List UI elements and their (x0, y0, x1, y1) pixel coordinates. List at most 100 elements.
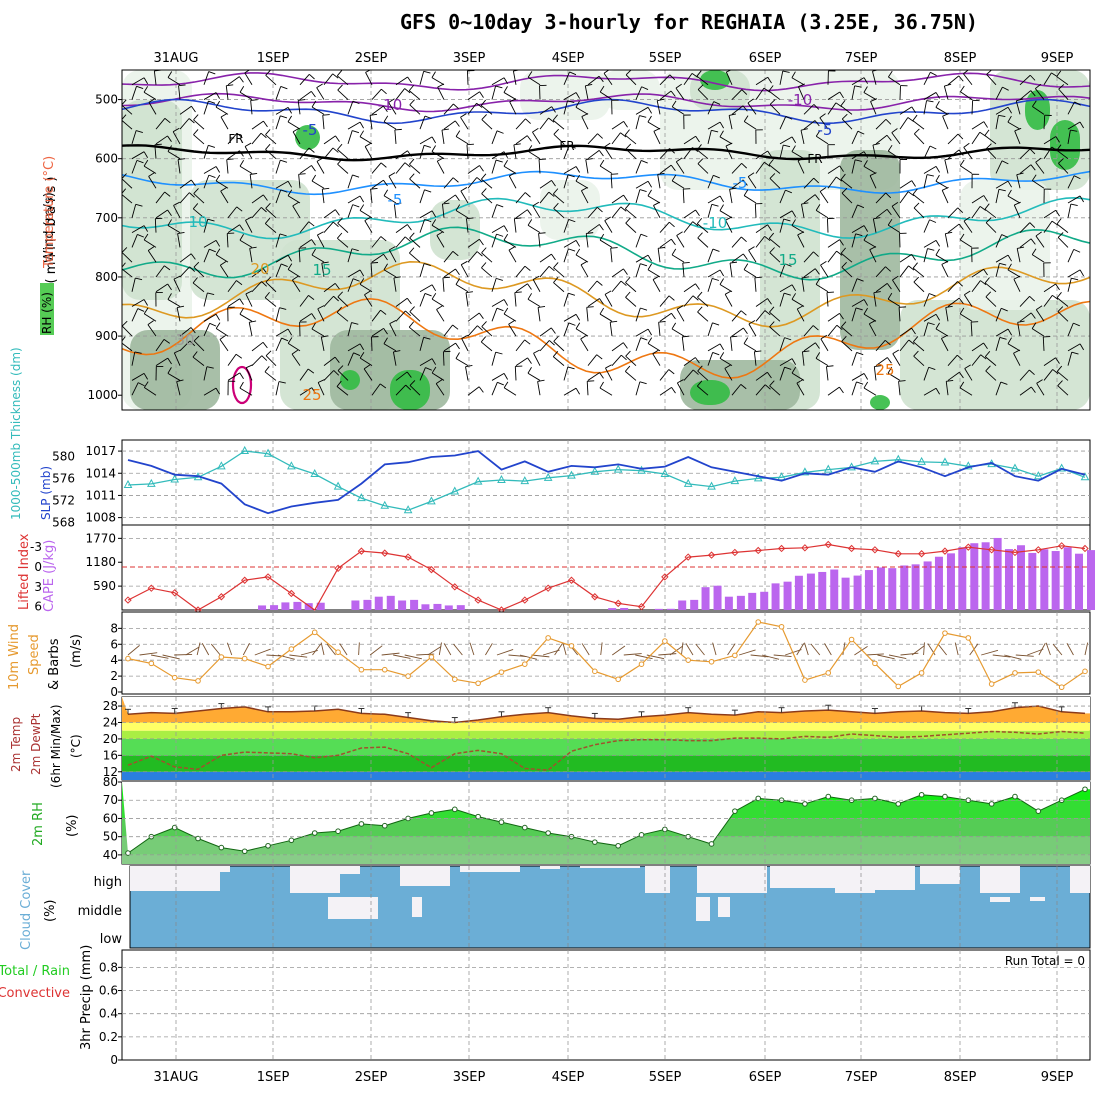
wind-barb-flag (262, 342, 268, 349)
wind-barb-flag (193, 129, 199, 136)
wind-barb (599, 313, 613, 322)
wind-barb (393, 277, 397, 292)
wind-barb-flag (1079, 343, 1085, 351)
wind-barb-flag (873, 217, 881, 220)
wind-barb (173, 352, 181, 366)
ylabel-cape: CAPE (J/kg) (42, 540, 57, 612)
wind-barb-flag (581, 113, 589, 117)
wind-barb (791, 77, 805, 86)
wind-barb-flag (135, 277, 143, 281)
tick-label: 0 (110, 685, 118, 699)
cape-bars (258, 537, 1095, 610)
wind-barb-flag (840, 247, 846, 254)
wind-barb-10m (174, 653, 193, 656)
wind-barb (539, 117, 549, 130)
wind-barb-flag (855, 159, 863, 162)
wind-barb-flag (437, 83, 445, 88)
wind-barb (131, 299, 145, 307)
wind-barb (316, 161, 325, 174)
wind-barb (431, 298, 445, 307)
lifted-index-point (964, 543, 973, 551)
wind-barb (365, 72, 373, 85)
wind-barb (604, 220, 613, 233)
wind-barb (755, 87, 765, 100)
wind-barb (675, 161, 685, 174)
wind-barb (298, 174, 301, 189)
wind-barb-flag (455, 130, 461, 137)
wind-barb-flag (791, 358, 797, 365)
wind-barb (192, 282, 205, 293)
wind-barb (947, 281, 958, 293)
wind-barb (437, 86, 445, 100)
wind-barb (625, 208, 637, 219)
wind-barb (251, 268, 264, 278)
wind-barb (1034, 88, 1045, 100)
wind-barb-flag (1051, 220, 1059, 226)
wind-barb (683, 135, 696, 145)
wind-barb-flag (713, 101, 721, 105)
wind-barb-flag (190, 253, 196, 260)
wind-barb-flag (136, 130, 143, 134)
cape-bar (654, 608, 663, 610)
wind-barb (611, 354, 622, 366)
wind-barb (611, 280, 622, 293)
wind-barb-flag (172, 127, 180, 133)
wind-barb-flag (575, 314, 581, 321)
thickness-marker (917, 456, 926, 465)
wind-barb-flag (137, 308, 145, 312)
wind-barb-flag (442, 202, 450, 205)
wind-barb-flag (836, 324, 843, 331)
wind-barb-flag (620, 354, 627, 361)
wind-barb-flag (503, 373, 509, 380)
wind-barb-flag (207, 218, 215, 222)
wind-barb-flag (503, 299, 509, 306)
wind-barb (491, 159, 497, 174)
wind-barb (658, 322, 661, 337)
wind-barb-flag (532, 127, 539, 133)
wind-barb (659, 74, 671, 86)
thickness-tick-label: 572 (52, 493, 75, 507)
wind-barb (265, 149, 277, 160)
wind-barb (491, 130, 498, 145)
temperature-contour (122, 260, 1090, 328)
wind-barb (719, 284, 733, 293)
wind-barb-flag (495, 159, 503, 163)
ylabel-3hr-precip: 3hr Precip (mm) (79, 945, 94, 1050)
wind-barb-flag (337, 232, 343, 239)
wind-barb-flag (676, 231, 683, 236)
wind-barb-flag (791, 136, 797, 144)
wind-barb-10m (438, 642, 442, 656)
wind-barb-flag (409, 380, 416, 386)
wind-barb (891, 206, 901, 219)
wind-barb (605, 367, 613, 381)
day-label-bottom: 31AUG (153, 1070, 198, 1085)
wind-barb-flag (466, 143, 474, 146)
wind-barb (154, 218, 157, 233)
wind-barb (944, 233, 949, 248)
wind-barb (311, 180, 325, 189)
wind-barb (851, 159, 856, 174)
wind-barb (963, 147, 973, 159)
wind-barb-flag (855, 233, 863, 237)
wind-barb-flag (370, 113, 378, 116)
wind-barb-flag (287, 189, 293, 196)
wind-barb (359, 136, 373, 145)
wind-barb (323, 73, 334, 86)
wind-barb-flag (551, 106, 556, 113)
wind-barb (193, 193, 205, 204)
wind-barb-flag (465, 291, 473, 294)
wind-barb-10m (427, 646, 442, 656)
wind-barb-flag (670, 238, 676, 246)
wind-barb (652, 353, 661, 366)
wind-barb (239, 91, 253, 100)
wind-barb (611, 121, 624, 130)
wind-barb-10m (254, 648, 271, 656)
wind-barb-flag (455, 194, 460, 201)
thickness-markers (123, 445, 1090, 514)
wind-barb-10m (185, 646, 200, 656)
wind-barb-flag (137, 382, 145, 387)
wind-barb (1013, 204, 1021, 219)
wind-barb (800, 130, 805, 145)
wind-barb-flag (841, 187, 848, 194)
